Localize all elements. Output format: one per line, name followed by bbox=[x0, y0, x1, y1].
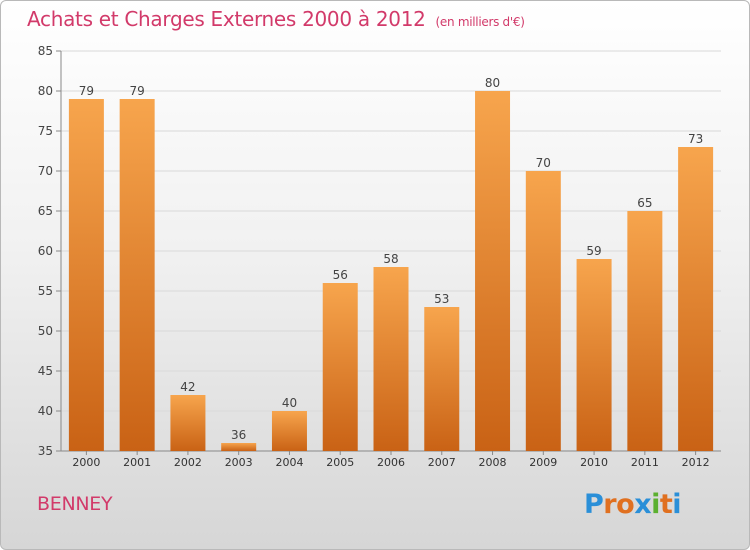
x-tick-label: 2006 bbox=[377, 456, 405, 469]
x-tick-label: 2005 bbox=[326, 456, 354, 469]
y-tick-label: 60 bbox=[38, 244, 53, 258]
bars bbox=[68, 91, 714, 451]
bar-2009 bbox=[525, 171, 561, 451]
bar-2003 bbox=[221, 443, 257, 451]
y-tick-label: 65 bbox=[38, 204, 53, 218]
bar-2001 bbox=[119, 99, 155, 451]
x-tick-label: 2002 bbox=[174, 456, 202, 469]
logo-letter: x bbox=[634, 489, 652, 520]
x-tick-label: 2000 bbox=[72, 456, 100, 469]
data-label: 65 bbox=[637, 196, 652, 210]
bar-2011 bbox=[627, 211, 663, 451]
y-tick-label: 85 bbox=[38, 44, 53, 58]
y-tick-label: 35 bbox=[38, 444, 53, 458]
data-label: 59 bbox=[586, 244, 601, 258]
x-tick-label: 2009 bbox=[529, 456, 557, 469]
bar-2005 bbox=[322, 283, 358, 451]
data-label: 58 bbox=[383, 252, 398, 266]
logo-letter: r bbox=[603, 489, 617, 520]
bar-2010 bbox=[576, 259, 612, 451]
bar-2004 bbox=[271, 411, 307, 451]
bar-2012 bbox=[678, 147, 714, 451]
y-tick-label: 55 bbox=[38, 284, 53, 298]
proxiti-logo: Proxiti bbox=[584, 489, 682, 520]
data-label: 80 bbox=[485, 76, 500, 90]
bar-2002 bbox=[170, 395, 206, 451]
logo-letter: i bbox=[651, 489, 660, 520]
data-label: 79 bbox=[79, 84, 94, 98]
data-labels: 79 79 42 36 40 56 58 53 80 70 59 65 73 bbox=[79, 76, 704, 442]
y-tick-label: 75 bbox=[38, 124, 53, 138]
data-label: 79 bbox=[130, 84, 145, 98]
unit-note: (en milliers d'€) bbox=[435, 15, 525, 29]
logo-letter: o bbox=[616, 489, 635, 520]
data-label: 36 bbox=[231, 428, 246, 442]
logo-letter: P bbox=[584, 489, 604, 520]
bar-2000 bbox=[68, 99, 104, 451]
x-tick-label: 2010 bbox=[580, 456, 608, 469]
bar-2006 bbox=[373, 267, 409, 451]
chart-title: Achats et Charges Externes 2000 à 2012 (e… bbox=[27, 7, 525, 31]
y-tick-label: 50 bbox=[38, 324, 53, 338]
data-label: 42 bbox=[180, 380, 195, 394]
x-tick-label: 2004 bbox=[275, 456, 303, 469]
logo-letter: i bbox=[672, 489, 682, 520]
logo-letter: t bbox=[659, 489, 673, 520]
x-tick-label: 2012 bbox=[682, 456, 710, 469]
y-tick-label: 45 bbox=[38, 364, 53, 378]
y-tick-label: 70 bbox=[38, 164, 53, 178]
x-tick-label: 2011 bbox=[631, 456, 659, 469]
x-tick-label: 2001 bbox=[123, 456, 151, 469]
data-label: 70 bbox=[536, 156, 551, 170]
x-tick-label: 2007 bbox=[428, 456, 456, 469]
y-tick-label: 40 bbox=[38, 404, 53, 418]
data-label: 73 bbox=[688, 132, 703, 146]
data-label: 40 bbox=[282, 396, 297, 410]
bar-2008 bbox=[475, 91, 511, 451]
y-tick-label: 80 bbox=[38, 84, 53, 98]
data-label: 56 bbox=[333, 268, 348, 282]
x-tick-label: 2008 bbox=[479, 456, 507, 469]
chart-title-text: Achats et Charges Externes 2000 à 2012 bbox=[27, 7, 426, 31]
bar-2007 bbox=[424, 307, 460, 451]
data-label: 53 bbox=[434, 292, 449, 306]
x-tick-label: 2003 bbox=[225, 456, 253, 469]
town-name: BENNEY bbox=[37, 493, 113, 515]
